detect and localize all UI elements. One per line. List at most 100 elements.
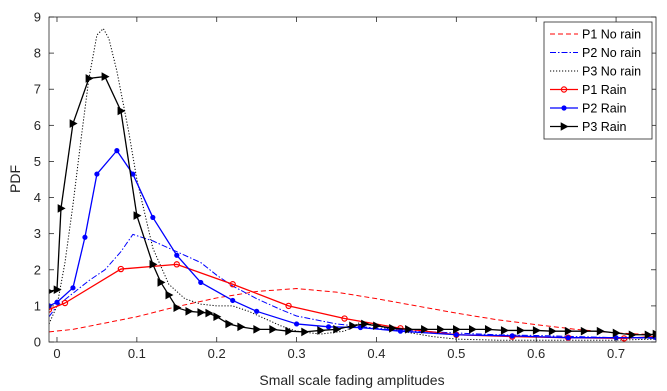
y-tick-label: 2 — [34, 262, 41, 277]
data-point-p2-rain — [254, 308, 260, 314]
data-point-p3-rain — [349, 321, 358, 331]
legend-item-p2-rain: P2 Rain — [550, 101, 627, 115]
data-point-p3-rain — [596, 326, 605, 336]
legend-label: P2 Rain — [582, 101, 627, 115]
x-tick-label: 0.4 — [367, 346, 385, 361]
data-point-p1-rain — [117, 265, 125, 273]
legend-marker — [560, 86, 568, 93]
data-point-p2-rain — [230, 297, 236, 304]
data-point-p3-rain — [149, 260, 158, 269]
legend-label: P1 Rain — [582, 83, 627, 97]
data-point-p3-rain — [197, 308, 206, 317]
data-point-p3-rain — [532, 326, 541, 335]
data-point-p3-rain — [564, 326, 573, 336]
data-point-p3-rain — [317, 326, 326, 335]
series-p1-no-rain — [49, 288, 656, 336]
plot-frame — [48, 16, 657, 343]
x-axis-label: Small scale fading amplitudes — [259, 372, 444, 388]
x-tick-label: 0.2 — [208, 346, 226, 361]
data-point-p3-rain — [301, 327, 310, 337]
legend-item-p1-no-rain: P1 No rain — [550, 27, 641, 41]
series-p2-rain — [49, 148, 656, 341]
data-point-p2-rain — [94, 171, 100, 177]
series-p3-no-rain — [49, 28, 656, 341]
axes-layer: 0 0.1 0.2 0.3 0.4 0.5 0.6 0.7 0 1 2 3 4 5 6 7 8 9 — [34, 10, 656, 361]
legend-item-p2-no-rain: P2 No rain — [550, 46, 641, 60]
data-point-p1-rain — [61, 299, 69, 307]
data-point-p1-rain — [285, 302, 292, 310]
data-point-p3-rain — [157, 278, 166, 287]
data-point-p3-rain — [484, 325, 493, 334]
y-tick-label: 1 — [34, 298, 41, 313]
data-point-p3-rain — [652, 329, 656, 339]
series-p3-rain — [49, 72, 656, 340]
data-point-p3-rain — [185, 307, 194, 316]
x-tick-label: 0.5 — [447, 346, 465, 361]
data-point-p3-rain — [133, 211, 142, 220]
x-tick-label: 0.1 — [128, 346, 146, 361]
data-point-p2-rain — [70, 285, 76, 291]
y-tick-label: 0 — [34, 335, 41, 350]
data-point-p3-rain — [469, 325, 477, 334]
legend-label: P2 No rain — [582, 46, 641, 60]
data-point-p2-rain — [509, 333, 515, 339]
data-point-p3-rain — [53, 285, 62, 294]
legend-label: P1 No rain — [582, 27, 641, 41]
legend-label: P3 No rain — [582, 64, 641, 78]
legend-box — [543, 21, 653, 140]
legend-marker — [560, 122, 569, 131]
data-point-p3-rain — [453, 325, 461, 334]
series-layer — [49, 28, 656, 342]
data-point-p3-rain — [516, 326, 525, 335]
data-point-p3-rain — [205, 308, 214, 318]
data-point-p2-rain — [325, 324, 332, 330]
data-point-p1-rain — [229, 281, 236, 288]
data-point-p2-rain — [198, 279, 204, 286]
y-tick-label: 4 — [34, 190, 41, 205]
data-point-p2-rain — [453, 332, 459, 338]
data-point-p3-rain — [173, 303, 182, 312]
data-point-p3-rain — [117, 106, 126, 116]
series-p2-no-rain — [49, 233, 656, 339]
data-point-p3-rain — [49, 288, 54, 294]
y-tick-label: 6 — [34, 118, 41, 133]
data-point-p3-rain — [500, 326, 509, 335]
legend-item-p3-rain: P3 Rain — [550, 120, 627, 134]
data-point-p3-rain — [548, 326, 557, 336]
data-point-p3-rain — [437, 325, 445, 334]
data-point-p3-rain — [628, 330, 637, 340]
data-point-p3-rain — [69, 119, 78, 128]
series-line-p3-no-rain — [49, 28, 656, 341]
data-point-p3-rain — [253, 325, 262, 334]
series-line-p1-no-rain — [49, 288, 656, 336]
x-tick-label: 0.6 — [527, 346, 545, 361]
data-point-p2-rain — [82, 234, 88, 240]
data-point-p3-rain — [421, 325, 430, 334]
data-point-p3-rain — [405, 325, 414, 334]
data-point-p3-rain — [101, 72, 110, 81]
x-tick-label: 0.3 — [288, 346, 306, 361]
legend-marker — [561, 105, 567, 111]
series-line-p2-no-rain — [49, 233, 656, 339]
x-tick-label: 0 — [53, 346, 60, 361]
data-point-p1-rain — [620, 335, 628, 342]
legend-label: P3 Rain — [582, 120, 627, 134]
y-tick-label: 9 — [34, 10, 41, 25]
data-point-p2-rain — [150, 214, 156, 221]
y-tick-label: 3 — [34, 226, 41, 241]
data-point-p3-rain — [389, 323, 398, 333]
data-point-p3-rain — [57, 204, 66, 213]
data-point-p2-rain — [54, 299, 60, 305]
data-point-p3-rain — [644, 330, 653, 340]
data-point-p3-rain — [165, 290, 174, 300]
data-point-p3-rain — [580, 326, 589, 336]
y-tick-label: 7 — [34, 82, 41, 97]
data-point-p3-rain — [361, 319, 370, 329]
y-tick-label: 5 — [34, 154, 41, 169]
data-point-p2-rain — [397, 328, 404, 334]
data-point-p2-rain — [293, 321, 300, 327]
series-line-p2-rain — [49, 149, 656, 339]
data-point-p3-rain — [285, 326, 294, 336]
data-point-p3-rain — [213, 312, 222, 322]
data-point-p3-rain — [333, 325, 342, 334]
